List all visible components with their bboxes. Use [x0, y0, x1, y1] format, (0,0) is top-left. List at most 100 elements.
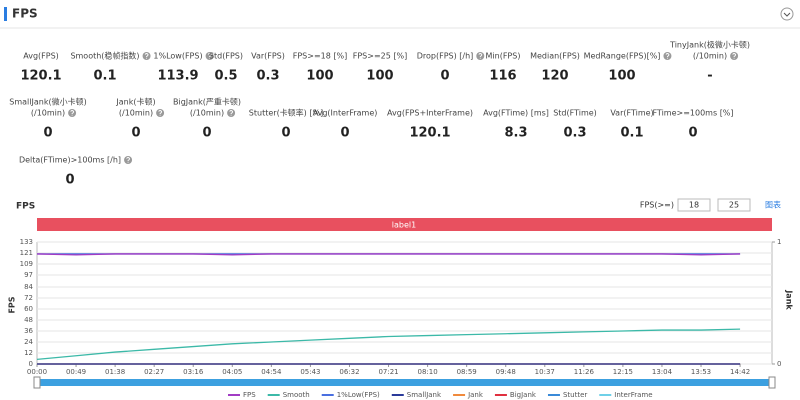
legend-label[interactable]: Stutter [563, 391, 587, 399]
stat-label: Min(FPS) [486, 52, 521, 61]
y-tick-label: 109 [20, 260, 33, 268]
legend-label[interactable]: BigJank [510, 391, 537, 399]
stat-label: FTime>=100ms [%] [652, 109, 733, 118]
stat-label: Jank(卡顿) [115, 97, 155, 107]
x-tick-label: 14:42 [730, 368, 750, 376]
title-accent [4, 7, 7, 21]
x-tick-label: 04:54 [261, 368, 282, 376]
stat-value: 0.1 [93, 69, 116, 84]
scroll-handle[interactable] [768, 376, 776, 389]
scrollbar[interactable] [37, 379, 772, 386]
threshold-input[interactable] [677, 198, 711, 212]
x-tick-label: 13:04 [652, 368, 673, 376]
legend-label[interactable]: SmallJank [407, 391, 442, 399]
y2-axis-label: Jank [785, 289, 794, 310]
help-glyph [665, 53, 670, 59]
x-tick-label: 00:49 [66, 368, 86, 376]
stat-label: BigJank(严重卡顿) [173, 97, 241, 107]
stat-value: 0 [340, 126, 349, 141]
label-band-text: label1 [392, 221, 416, 230]
help-glyph [207, 53, 212, 59]
x-tick-label: 11:26 [574, 368, 595, 376]
y-tick-label: 121 [20, 249, 33, 257]
stat-label: Var(FPS) [251, 52, 285, 61]
legend-label[interactable]: Smooth [283, 391, 310, 399]
stat-value: 0 [688, 126, 697, 141]
stat-value: - [707, 69, 712, 84]
series-line [36, 253, 741, 256]
stat-value: 120.1 [20, 69, 61, 84]
x-tick-label: 05:43 [300, 368, 320, 376]
threshold-value: 18 [689, 201, 699, 210]
help-glyph [144, 53, 149, 59]
stat-value: 120 [541, 69, 568, 84]
legend-label[interactable]: InterFrame [614, 391, 652, 399]
x-tick-label: 00:00 [27, 368, 47, 376]
stat-value: 100 [608, 69, 635, 84]
stat-value: 113.9 [157, 69, 198, 84]
x-tick-label: 04:05 [222, 368, 242, 376]
stat-label: (/10min) [31, 109, 65, 118]
x-tick-label: 03:16 [183, 368, 204, 376]
page-title: FPS [12, 7, 38, 21]
stat-label: Avg(FPS) [23, 52, 59, 61]
stat-label: Avg(FPS+InterFrame) [387, 109, 473, 118]
stat-value: 0 [43, 126, 52, 141]
y-tick-label: 48 [24, 316, 33, 324]
stat-value: 0 [65, 173, 74, 188]
threshold-value: 25 [729, 201, 739, 210]
scroll-handle[interactable] [33, 376, 41, 389]
stat-value: 0 [202, 126, 211, 141]
y2-tick-label: 1 [777, 238, 781, 246]
stat-value: 0.3 [256, 69, 279, 84]
chart-title: FPS [16, 202, 35, 212]
stat-value: 100 [306, 69, 333, 84]
stat-value: 0 [281, 126, 290, 141]
x-tick-label: 06:32 [339, 368, 359, 376]
y-tick-label: 72 [24, 294, 33, 302]
y-tick-label: 84 [24, 283, 33, 291]
help-glyph [158, 110, 163, 116]
y-tick-label: 24 [24, 338, 33, 346]
label-band [37, 218, 772, 231]
stat-label: (/10min) [119, 109, 153, 118]
chart-link[interactable]: 图表 [765, 200, 781, 210]
help-glyph [70, 110, 75, 116]
y-tick-label: 36 [24, 327, 33, 335]
stat-label: Delta(FTime)>100ms [/h] [19, 156, 121, 165]
stat-label: Std(FTime) [553, 109, 597, 118]
threshold-input[interactable] [717, 198, 751, 212]
x-tick-label: 09:48 [496, 368, 516, 376]
y-tick-label: 12 [24, 349, 33, 357]
stat-value: 0.1 [620, 126, 643, 141]
stat-label: (/10min) [693, 52, 727, 61]
series-line [36, 328, 741, 361]
stat-label: MedRange(FPS)[%] [584, 52, 661, 61]
x-tick-label: 07:21 [378, 368, 398, 376]
help-glyph [229, 110, 234, 116]
legend-label[interactable]: FPS [243, 391, 256, 399]
stat-label: Avg(FTime) [ms] [483, 109, 549, 118]
stat-label: SmallJank(微小卡顿) [9, 97, 86, 107]
stat-label: Drop(FPS) [/h] [417, 52, 474, 61]
stat-value: 100 [366, 69, 393, 84]
y-axis-label: FPS [8, 296, 17, 313]
legend-label[interactable]: 1%Low(FPS) [337, 391, 380, 399]
stat-label: (/10min) [190, 109, 224, 118]
collapse-icon [783, 12, 791, 17]
legend-label[interactable]: Jank [467, 391, 484, 399]
y-tick-label: 0 [29, 360, 33, 368]
collapse-button[interactable] [780, 7, 794, 21]
stat-value: 0 [131, 126, 140, 141]
help-glyph [478, 53, 483, 59]
stat-value: 120.1 [409, 126, 450, 141]
stat-value: 116 [489, 69, 516, 84]
stat-value: 0.5 [214, 69, 237, 84]
y-tick-label: 97 [24, 271, 33, 279]
stat-label: FPS>=25 [%] [353, 52, 407, 61]
stat-value: 0.3 [563, 126, 586, 141]
stat-label: Std(FPS) [209, 52, 243, 61]
